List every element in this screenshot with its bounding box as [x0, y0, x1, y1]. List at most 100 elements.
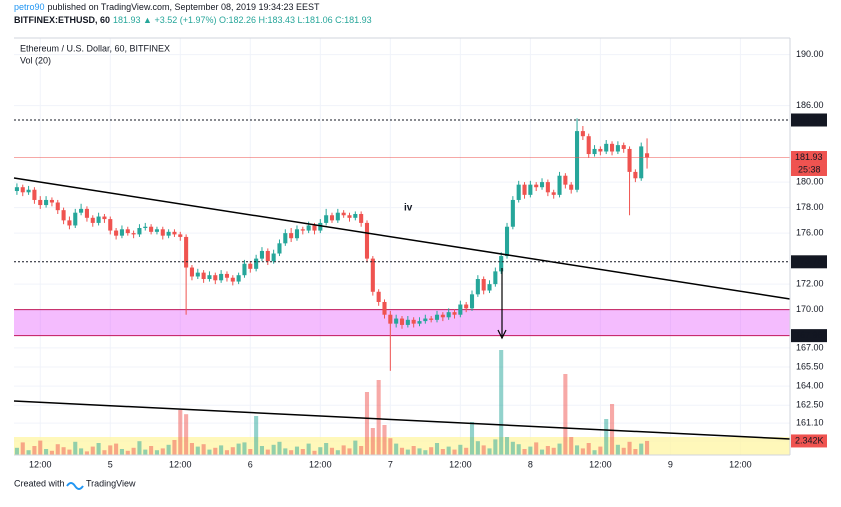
volume-bar [49, 450, 54, 455]
candle-body [645, 153, 650, 158]
volume-bar [160, 448, 165, 455]
volume-bar [230, 447, 235, 455]
arrow-head [497, 329, 507, 340]
candle-body [621, 145, 626, 149]
candle-body [405, 319, 410, 325]
candle-body [394, 318, 399, 324]
candle-body [90, 217, 95, 223]
candle-body [493, 271, 498, 285]
candle-body [627, 148, 632, 172]
candle-body [510, 199, 515, 227]
price-line-layer [14, 119, 790, 263]
volume-bar [96, 443, 101, 455]
candle-body [184, 236, 189, 268]
volume-bar [294, 446, 300, 455]
volume-bar [108, 445, 113, 455]
candle-body [20, 187, 25, 193]
volume-bar [376, 380, 381, 455]
volume-bar [528, 446, 533, 455]
candle-body [73, 212, 78, 226]
volume-bar [510, 441, 515, 455]
trend-line [13, 400, 791, 440]
candle-body [84, 208, 89, 218]
candle-body [551, 192, 556, 195]
candle-body [370, 258, 375, 292]
candle-body [528, 184, 533, 195]
volume-bar [522, 449, 527, 455]
volume-bar [149, 446, 154, 455]
volume-bar [90, 446, 95, 455]
volume-bar [557, 443, 562, 455]
volume-bar [289, 450, 294, 455]
candle-body [522, 184, 527, 195]
volume-bar [551, 447, 556, 455]
volume-bar [26, 450, 31, 455]
candle-body [219, 273, 224, 281]
candle-body [38, 199, 43, 206]
volume-bar [370, 428, 375, 455]
candle-body [324, 215, 329, 223]
volume-bar [14, 447, 19, 455]
volume-bar [493, 439, 498, 455]
price-label: 173.75 [795, 256, 823, 266]
volume-bar [341, 445, 346, 455]
volume-bar [254, 416, 259, 455]
x-tick-label: 9 [668, 459, 673, 469]
candle-body [131, 233, 136, 235]
volume-bar [645, 440, 650, 455]
volume-bar [114, 443, 119, 455]
volume-bar [189, 443, 194, 455]
logo [66, 482, 84, 490]
candle-body [446, 312, 451, 318]
volume-bar [195, 446, 200, 455]
x-tick-label: 12:00 [729, 459, 752, 469]
annotation: iv [404, 203, 413, 214]
volume-bar [84, 451, 89, 455]
y-tick-label: 170.00 [796, 304, 824, 314]
volume-bar [178, 410, 183, 455]
candle-body [633, 171, 638, 179]
candle-body [615, 145, 620, 152]
countdown: 25:38 [798, 164, 821, 174]
volume-bar [405, 449, 410, 455]
volume-bar [580, 448, 585, 455]
volume-bar [172, 440, 177, 455]
x-tick-label: 12:00 [589, 459, 612, 469]
candle-body [300, 229, 305, 231]
candle-body [236, 275, 241, 282]
volume-bar [417, 448, 422, 455]
candle-body [586, 136, 591, 155]
volume-bar [67, 449, 72, 455]
volume-bar [312, 450, 317, 455]
x-tick-label: 12:00 [449, 459, 472, 469]
volume-bar [539, 449, 545, 455]
symbol-line: BITFINEX:ETHUSD, 60 181.93 ▲ +3.52 (+1.97… [14, 15, 372, 25]
candle-body [534, 184, 539, 188]
volume-label: 2.342K [795, 435, 824, 445]
candle-body [254, 258, 259, 269]
volume-bar [598, 446, 603, 455]
candle-body [230, 277, 235, 282]
candle-body [347, 215, 352, 218]
candle-layer [14, 118, 650, 371]
y-tick-label: 180.00 [796, 176, 824, 186]
candle-body [376, 291, 381, 302]
volume-bar [382, 425, 387, 455]
candle-body [207, 275, 212, 280]
candle-body [108, 219, 113, 231]
volume-bar [143, 449, 148, 455]
price-label-box [791, 113, 827, 127]
candle-body [382, 301, 387, 315]
candle-body [475, 279, 480, 295]
candle-body [61, 210, 66, 221]
volume-bar [306, 443, 311, 455]
candle-body [67, 220, 72, 226]
candle-body [504, 226, 510, 257]
volume-bar [347, 448, 352, 455]
x-tick-label: 5 [108, 459, 113, 469]
symbol: BITFINEX:ETHUSD, 60 [14, 15, 110, 25]
volume-bar [300, 449, 305, 455]
candle-body [341, 212, 346, 216]
